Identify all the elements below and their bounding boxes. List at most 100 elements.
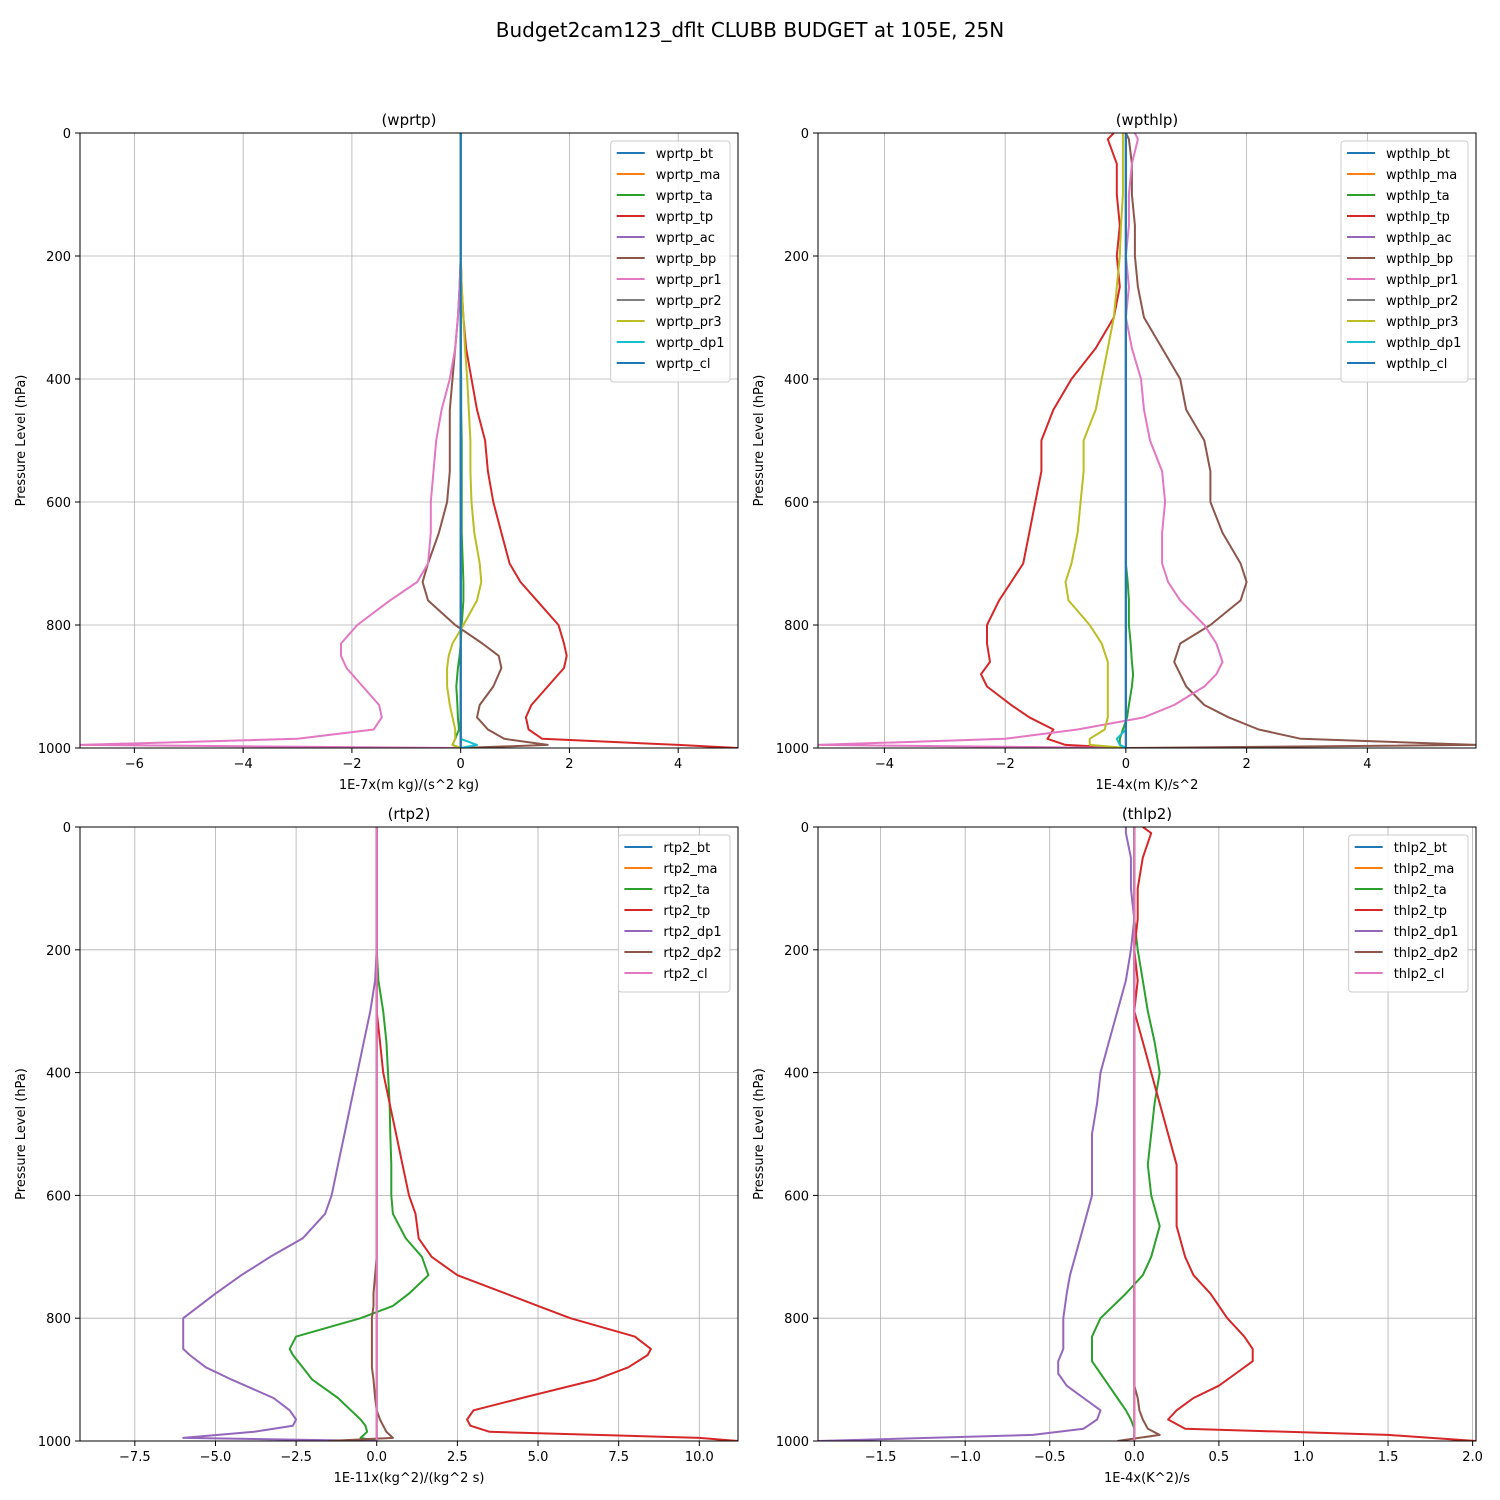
- chart-panel-3: −1.5 −1.0 −0.5 0.0 0.5 1.0 1.5 2.0 0 200 400 600 800…: [752, 805, 1483, 1486]
- series-line-wprtp_pr3: [446, 133, 483, 748]
- y-tick-label: 600: [46, 1189, 71, 1204]
- y-tick-label: 400: [784, 373, 809, 388]
- legend-entry: wprtp_bp: [656, 252, 717, 267]
- legend: wprtp_bt wprtp_ma wprtp_ta wprtp_tp wprtp_ac…: [610, 140, 731, 383]
- series-line-thlp2_dp1: [818, 827, 1136, 1441]
- x-tick-label: −2: [996, 757, 1015, 772]
- x-tick-label: −4: [234, 757, 253, 772]
- y-tick-label: 400: [46, 373, 71, 388]
- legend-entry: wpthlp_tp: [1386, 210, 1450, 225]
- legend-entry: wprtp_bt: [656, 147, 713, 162]
- x-tick-label: 0.0: [1124, 1450, 1145, 1465]
- y-tick-label: 200: [46, 944, 71, 959]
- legend-entry: wprtp_tp: [656, 210, 713, 225]
- series-line-wpthlp_pr1: [818, 133, 1224, 748]
- series-group: [818, 133, 1476, 748]
- legend-entry: wprtp_cl: [656, 357, 711, 372]
- x-tick-label: 5.0: [528, 1450, 549, 1465]
- series-line-wpthlp_bp: [1124, 133, 1476, 748]
- series-line-rtp2_tp: [375, 827, 738, 1441]
- y-tick-label: 0: [801, 127, 809, 142]
- legend-entry: wpthlp_ta: [1386, 189, 1450, 204]
- legend-entry: rtp2_cl: [663, 967, 707, 982]
- x-axis-label: 1E-4x(m K)/s^2: [1096, 778, 1199, 793]
- legend-entry: wprtp_pr1: [656, 273, 722, 288]
- y-tick-label: 1000: [776, 742, 809, 757]
- x-tick-label: −7.5: [119, 1450, 151, 1465]
- legend-entry: wpthlp_ac: [1386, 231, 1452, 246]
- y-tick-label: 1000: [38, 742, 71, 757]
- y-tick-label: 800: [784, 619, 809, 634]
- legend-entry: wpthlp_bt: [1386, 147, 1450, 162]
- legend: wpthlp_bt wpthlp_ma wpthlp_ta wpthlp_tpwpth…: [1340, 140, 1469, 383]
- x-tick-label: −6: [125, 757, 144, 772]
- x-tick-label: 4: [1363, 757, 1371, 772]
- series-line-wprtp_ta: [451, 133, 465, 748]
- legend-entry: wpthlp_ma: [1386, 168, 1457, 183]
- y-axis-label: Pressure Level (hPa): [752, 375, 767, 507]
- y-tick-label: 600: [46, 496, 71, 511]
- legend-entry: thlp2_dp2: [1394, 946, 1459, 961]
- plot-frame: [817, 826, 1477, 1442]
- x-axis-label: 1E-11x(kg^2)/(kg^2 s): [334, 1471, 485, 1486]
- plot-frame: [79, 132, 739, 749]
- y-tick-label: 600: [784, 1189, 809, 1204]
- x-tick-label: 4: [674, 757, 682, 772]
- legend-entry: wpthlp_bp: [1386, 252, 1453, 267]
- legend-entry: thlp2_cl: [1394, 967, 1445, 982]
- x-tick-label: 7.5: [608, 1450, 629, 1465]
- y-tick-label: 600: [784, 496, 809, 511]
- x-tick-label: 1.0: [1293, 1450, 1314, 1465]
- legend-entry: wpthlp_pr3: [1386, 315, 1458, 330]
- series-line-wprtp_pr1: [80, 133, 462, 748]
- legend-entry: wprtp_pr2: [656, 294, 722, 309]
- legend-entry: rtp2_bt: [663, 841, 710, 856]
- legend-entry: thlp2_dp1: [1394, 925, 1459, 940]
- legend-entry: thlp2_bt: [1394, 841, 1447, 856]
- y-tick-label: 400: [784, 1067, 809, 1082]
- panel-title: (wpthlp): [1116, 111, 1179, 129]
- x-tick-label: 1.5: [1378, 1450, 1399, 1465]
- x-tick-label: −5.0: [200, 1450, 232, 1465]
- legend: thlp2_bt thlp2_ma thlp2_ta thlp2_tp thlp2_dp…: [1348, 834, 1469, 993]
- x-tick-label: 10.0: [685, 1450, 714, 1465]
- x-tick-label: 2: [565, 757, 573, 772]
- y-axis-label: Pressure Level (hPa): [14, 375, 29, 507]
- panel-title: (rtp2): [388, 805, 431, 823]
- panel-title: (thlp2): [1122, 805, 1172, 823]
- x-tick-label: 2.5: [447, 1450, 468, 1465]
- x-axis-label: 1E-4x(K^2)/s: [1104, 1471, 1190, 1486]
- series-line-rtp2_dp1: [182, 827, 378, 1441]
- x-tick-label: −1.0: [949, 1450, 981, 1465]
- legend-entry: wprtp_dp1: [656, 336, 725, 351]
- y-tick-label: 1000: [776, 1435, 809, 1450]
- x-tick-label: −4: [875, 757, 894, 772]
- x-tick-label: 0.5: [1209, 1450, 1230, 1465]
- panel-title: (wprtp): [381, 111, 436, 129]
- y-axis-label: Pressure Level (hPa): [14, 1068, 29, 1200]
- series-group: [818, 827, 1476, 1441]
- legend-entry: thlp2_ma: [1394, 862, 1455, 877]
- chart-panel-0: −6 −4 −2 0 2 4 0 200 400 600 800 1000 (wprtp) 1E-7x(m…: [14, 111, 739, 793]
- legend-entry: rtp2_ta: [663, 883, 710, 898]
- legend-entry: wprtp_ac: [656, 231, 715, 246]
- legend-entry: wpthlp_pr1: [1386, 273, 1458, 288]
- x-tick-label: 0.0: [366, 1450, 387, 1465]
- legend-entry: thlp2_tp: [1394, 904, 1447, 919]
- x-tick-label: −2.5: [280, 1450, 312, 1465]
- figure-title: Budget2cam123_dflt CLUBB BUDGET at 105E,…: [496, 18, 1004, 42]
- series-line-wpthlp_pr3: [1064, 133, 1126, 748]
- y-tick-label: 0: [63, 127, 71, 142]
- legend-entry: rtp2_ma: [663, 862, 717, 877]
- legend-entry: wprtp_pr3: [656, 315, 722, 330]
- x-tick-label: −2: [342, 757, 361, 772]
- series-line-wprtp_dp1: [459, 133, 478, 748]
- y-tick-label: 1000: [38, 1435, 71, 1450]
- legend-entry: wpthlp_dp1: [1386, 336, 1461, 351]
- legend-entry: wprtp_ta: [656, 189, 713, 204]
- legend-entry: rtp2_tp: [663, 904, 710, 919]
- x-tick-label: 2.0: [1462, 1450, 1483, 1465]
- series-line-wpthlp_tp: [980, 133, 1126, 748]
- plot-frame: [79, 826, 739, 1442]
- series-line-rtp2_ta: [288, 827, 430, 1441]
